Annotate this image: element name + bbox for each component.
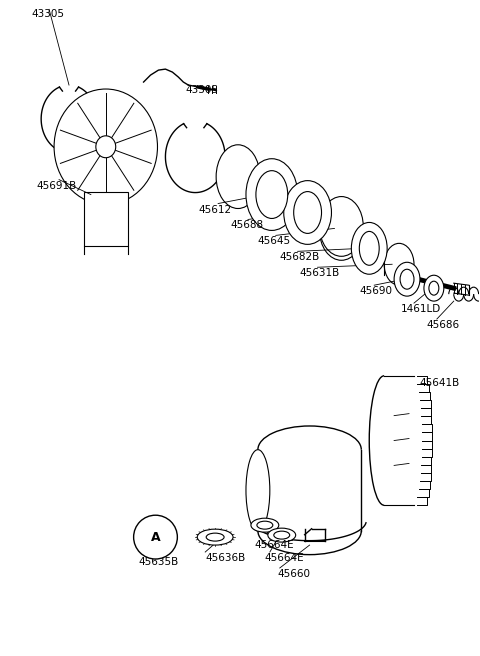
Text: 45688: 45688 bbox=[230, 220, 263, 230]
Text: 45636B: 45636B bbox=[205, 553, 245, 563]
Text: 45641B: 45641B bbox=[419, 378, 459, 388]
Text: 45635B: 45635B bbox=[139, 557, 179, 567]
Ellipse shape bbox=[256, 171, 288, 218]
Ellipse shape bbox=[360, 232, 379, 265]
Ellipse shape bbox=[246, 159, 298, 230]
Text: 45645: 45645 bbox=[258, 236, 291, 247]
Ellipse shape bbox=[400, 269, 414, 289]
Ellipse shape bbox=[246, 449, 270, 531]
Text: 45690: 45690 bbox=[360, 286, 392, 296]
Ellipse shape bbox=[216, 145, 260, 209]
Ellipse shape bbox=[429, 281, 439, 295]
Ellipse shape bbox=[274, 531, 290, 539]
Text: 43305: 43305 bbox=[185, 85, 218, 95]
Ellipse shape bbox=[394, 262, 420, 296]
Text: 45664E: 45664E bbox=[265, 553, 304, 563]
Ellipse shape bbox=[257, 521, 273, 529]
Text: 45664E: 45664E bbox=[255, 540, 295, 550]
Ellipse shape bbox=[251, 518, 279, 532]
Ellipse shape bbox=[197, 529, 233, 545]
Text: 45612: 45612 bbox=[198, 205, 231, 215]
Ellipse shape bbox=[268, 528, 296, 542]
Text: 45660: 45660 bbox=[278, 569, 311, 579]
Ellipse shape bbox=[294, 192, 322, 234]
Circle shape bbox=[133, 515, 178, 559]
Ellipse shape bbox=[284, 180, 332, 244]
Bar bbox=[84, 192, 128, 247]
Ellipse shape bbox=[96, 136, 116, 157]
Text: 45682B: 45682B bbox=[280, 253, 320, 262]
Ellipse shape bbox=[351, 222, 387, 274]
Text: 45631B: 45631B bbox=[300, 268, 340, 278]
Text: 43305: 43305 bbox=[31, 9, 64, 20]
Ellipse shape bbox=[54, 89, 157, 205]
Ellipse shape bbox=[424, 276, 444, 301]
Text: A: A bbox=[151, 531, 160, 544]
Ellipse shape bbox=[320, 201, 363, 260]
Ellipse shape bbox=[384, 243, 414, 285]
Ellipse shape bbox=[320, 197, 363, 256]
Text: 1461LD: 1461LD bbox=[401, 304, 441, 314]
Text: 45691B: 45691B bbox=[36, 180, 76, 191]
Ellipse shape bbox=[206, 533, 224, 541]
Text: 45686: 45686 bbox=[427, 320, 460, 330]
